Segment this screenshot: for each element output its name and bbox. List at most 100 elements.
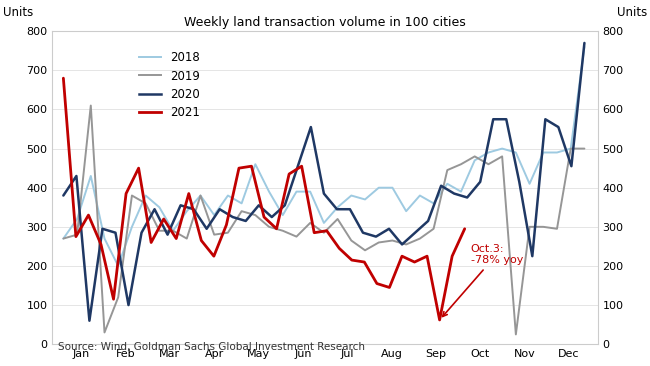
2018 — [443, 182, 451, 186]
2021 — [59, 76, 67, 81]
2020 — [528, 254, 536, 258]
2019 — [457, 162, 465, 167]
2020 — [463, 195, 471, 200]
2020 — [177, 203, 185, 208]
2020 — [385, 227, 393, 231]
2018 — [567, 146, 575, 151]
2018 — [416, 193, 424, 198]
Line: 2020: 2020 — [63, 43, 584, 321]
2020 — [411, 231, 419, 235]
2018 — [265, 190, 273, 194]
2019 — [59, 236, 67, 241]
2019 — [211, 232, 218, 237]
2020 — [346, 207, 354, 212]
2020 — [112, 231, 120, 235]
2018 — [471, 158, 478, 163]
Legend: 2018, 2019, 2020, 2021: 2018, 2019, 2020, 2021 — [135, 46, 205, 124]
2020 — [151, 207, 159, 212]
2020 — [203, 227, 211, 231]
2020 — [320, 191, 328, 196]
2018 — [375, 186, 383, 190]
2021 — [348, 258, 356, 262]
2020 — [424, 219, 432, 223]
2021 — [160, 217, 168, 221]
2018 — [196, 193, 204, 198]
2021 — [310, 231, 318, 235]
2021 — [148, 240, 155, 245]
2019 — [416, 236, 424, 241]
2020 — [580, 41, 588, 45]
2021 — [198, 238, 205, 243]
2018 — [540, 150, 547, 155]
2019 — [101, 330, 109, 335]
2018 — [114, 264, 122, 268]
2020 — [59, 193, 67, 198]
2019 — [196, 193, 204, 198]
2020 — [307, 125, 315, 129]
2019 — [279, 228, 287, 233]
2020 — [190, 207, 198, 212]
2021 — [210, 254, 218, 258]
Line: 2021: 2021 — [63, 78, 465, 320]
2018 — [499, 146, 506, 151]
2021 — [423, 254, 431, 258]
2021 — [272, 227, 280, 231]
2020 — [437, 184, 445, 188]
2019 — [155, 228, 163, 233]
2020 — [541, 117, 549, 122]
2018 — [128, 225, 136, 229]
2018 — [430, 201, 437, 206]
2021 — [411, 260, 419, 264]
2020 — [73, 174, 81, 178]
2018 — [142, 193, 150, 198]
2021 — [248, 164, 255, 168]
2020 — [294, 164, 302, 168]
2021 — [461, 227, 469, 231]
2018 — [169, 228, 177, 233]
2020 — [554, 125, 562, 129]
2020 — [138, 231, 146, 235]
Text: Units: Units — [617, 6, 647, 19]
Text: Units: Units — [3, 6, 33, 19]
2021 — [222, 223, 230, 227]
2019 — [142, 201, 150, 206]
2018 — [553, 150, 561, 155]
2021 — [185, 191, 192, 196]
2018 — [73, 217, 81, 221]
2021 — [260, 215, 268, 219]
2019 — [73, 232, 81, 237]
2019 — [292, 234, 300, 239]
2020 — [567, 164, 575, 168]
2020 — [502, 117, 510, 122]
2019 — [320, 231, 328, 235]
2018 — [252, 162, 259, 167]
2018 — [347, 193, 355, 198]
2018 — [292, 190, 300, 194]
2019 — [512, 332, 520, 337]
2018 — [183, 209, 190, 213]
2018 — [238, 201, 246, 206]
2019 — [252, 213, 259, 217]
2019 — [224, 231, 232, 235]
2019 — [580, 146, 588, 151]
2020 — [86, 318, 94, 323]
2019 — [169, 228, 177, 233]
2018 — [389, 186, 396, 190]
2021 — [361, 260, 369, 264]
2021 — [135, 166, 142, 170]
2019 — [430, 227, 437, 231]
2021 — [323, 228, 331, 233]
2021 — [436, 318, 443, 322]
2019 — [183, 236, 190, 241]
2020 — [450, 191, 458, 196]
2020 — [281, 203, 289, 208]
2019 — [499, 154, 506, 158]
2021 — [84, 213, 92, 217]
2018 — [580, 45, 588, 49]
2021 — [235, 166, 243, 170]
2018 — [457, 190, 465, 194]
2020 — [229, 215, 237, 219]
2018 — [224, 193, 232, 198]
2019 — [443, 168, 451, 172]
2020 — [398, 242, 406, 247]
